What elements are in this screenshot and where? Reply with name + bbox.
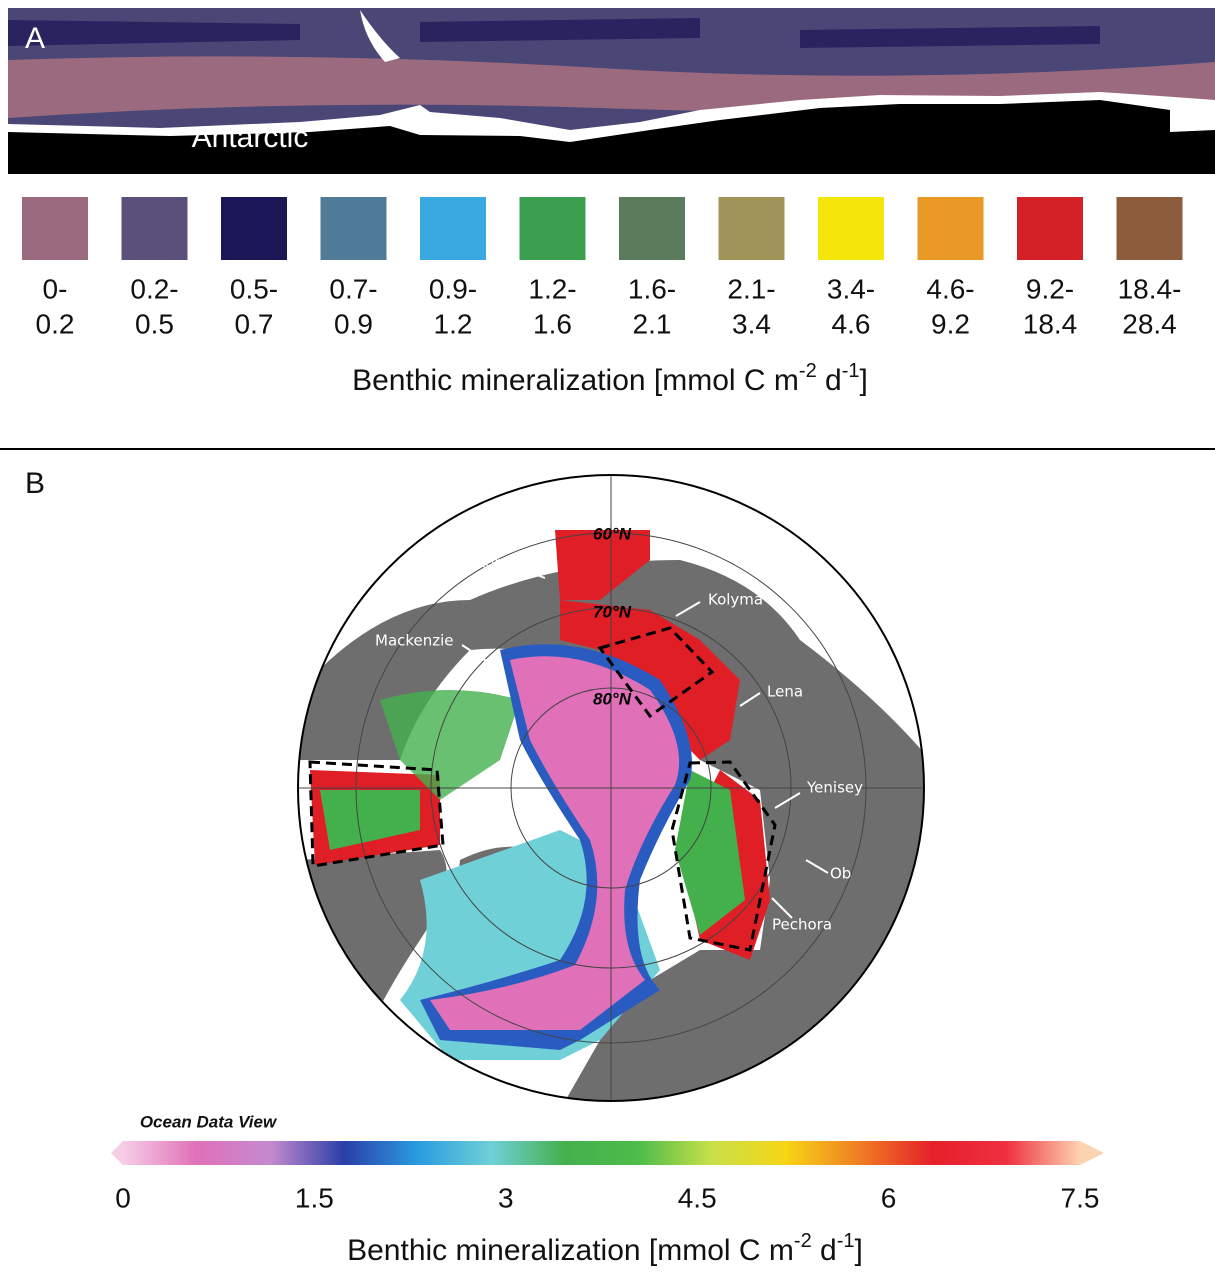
- colorbar-tick-label: 7.5: [1061, 1182, 1100, 1213]
- legend-swatch: [22, 197, 88, 260]
- river-label: Pechora: [772, 916, 832, 934]
- legend-label: 0.9: [334, 308, 373, 339]
- legend-label: 2.1: [633, 308, 672, 339]
- region-label: Antarctic: [192, 121, 309, 154]
- legend-swatch: [420, 197, 486, 260]
- legend: 0- 0.2 0.2- 0.5 0.5- 0.7 0.7- 0.9 0.9- 1.2 1.2- 1.6…: [22, 197, 1183, 339]
- river-label: Yukon: [459, 554, 504, 572]
- colorbar-tick-label: 4.5: [678, 1182, 717, 1213]
- legend-label: 1.2-: [528, 273, 576, 304]
- legend-label: 0.2: [36, 308, 75, 339]
- figure: A Antarctic 0- 0.2 0.2- 0.5 0.5- 0.7 0.7- 0.9 0.…: [0, 0, 1215, 1271]
- legend-label: 1.6-: [628, 273, 676, 304]
- legend-label: 0.5-: [230, 273, 278, 304]
- colorbar-tick-label: 3: [498, 1182, 514, 1213]
- title-text: ]: [855, 1234, 863, 1267]
- legend-label: 0.2-: [130, 273, 178, 304]
- legend-swatch: [321, 197, 387, 260]
- colorbar-title: Benthic mineralization [mmol C m-2 d-1]: [347, 1230, 863, 1267]
- title-exp: -2: [794, 1230, 812, 1252]
- legend-label: 4.6-: [926, 273, 974, 304]
- colorbar-scale: [123, 1141, 1080, 1165]
- legend-label: 3.4-: [827, 273, 875, 304]
- title-exp: -1: [837, 1230, 855, 1252]
- legend-swatch: [619, 197, 685, 260]
- title-text: Benthic mineralization [mmol C m: [352, 364, 799, 397]
- title-exp: -2: [799, 360, 817, 382]
- legend-label: 9.2-: [1026, 273, 1074, 304]
- legend-label: 4.6: [832, 308, 871, 339]
- legend-swatch: [818, 197, 884, 260]
- river-label: Mackenzie: [375, 632, 454, 650]
- legend-label: 18.4-: [1118, 273, 1182, 304]
- river-label: Lena: [767, 683, 803, 701]
- legend-swatch: [122, 197, 188, 260]
- legend-swatch: [1117, 197, 1183, 260]
- legend-swatch: [719, 197, 785, 260]
- panel-label: A: [25, 22, 45, 55]
- legend-label: 0.7-: [329, 273, 377, 304]
- legend-title: Benthic mineralization [mmol C m-2 d-1]: [352, 360, 868, 397]
- legend-label: 0.7: [235, 308, 274, 339]
- latitude-label: 60°N: [593, 524, 632, 543]
- colorbar-tick-label: 6: [881, 1182, 897, 1213]
- map-a: A Antarctic: [8, 8, 1215, 174]
- latitude-label: 80°N: [593, 689, 632, 708]
- title-text: Benthic mineralization [mmol C m: [347, 1234, 794, 1267]
- legend-label: 9.2: [931, 308, 970, 339]
- river-label: Kolyma: [708, 591, 763, 609]
- title-exp: -1: [842, 360, 860, 382]
- title-text: d: [817, 364, 842, 397]
- legend-label: 28.4: [1122, 308, 1177, 339]
- legend-label: 1.2: [434, 308, 473, 339]
- river-label: Ob: [830, 865, 851, 883]
- legend-label: 2.1-: [727, 273, 775, 304]
- colorbar-extend: [111, 1141, 123, 1165]
- panel-label: B: [25, 467, 45, 500]
- colorbar-tick-label: 0: [115, 1182, 131, 1213]
- legend-label: 0-: [43, 273, 68, 304]
- title-text: ]: [860, 364, 868, 397]
- legend-label: 3.4: [732, 308, 771, 339]
- colorbar-extend: [1080, 1141, 1104, 1165]
- legend-label: 18.4: [1023, 308, 1078, 339]
- colorbar-tick-label: 1.5: [295, 1182, 334, 1213]
- legend-label: 0.5: [135, 308, 174, 339]
- colorbar: 0 1.5 3 4.5 6 7.5: [111, 1141, 1104, 1213]
- legend-swatch: [221, 197, 287, 260]
- latitude-label: 70°N: [593, 602, 632, 621]
- river-label: Yenisey: [806, 779, 863, 797]
- title-text: d: [812, 1234, 837, 1267]
- legend-swatch: [1017, 197, 1083, 260]
- legend-swatch: [918, 197, 984, 260]
- legend-label: 1.6: [533, 308, 572, 339]
- legend-swatch: [520, 197, 586, 260]
- credit: Ocean Data View: [140, 1112, 278, 1131]
- legend-label: 0.9-: [429, 273, 477, 304]
